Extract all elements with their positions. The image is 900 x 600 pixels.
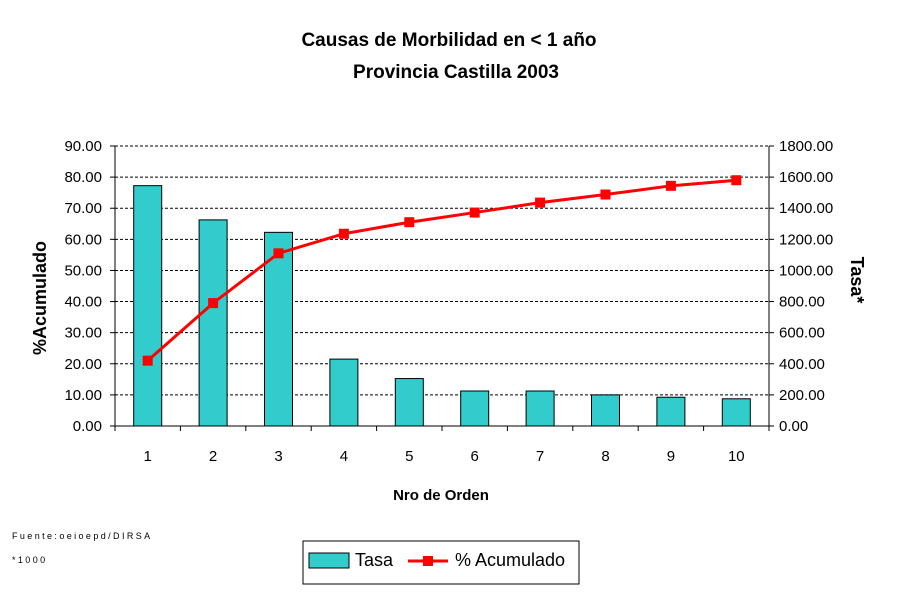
bar-tasa-9 — [656, 396, 686, 427]
marker-acumulado-9 — [665, 180, 676, 191]
x-tick-label: 6 — [471, 448, 479, 465]
line-series-acumulado — [142, 175, 742, 366]
bar-tasa-2 — [198, 219, 228, 427]
x-tick-label: 10 — [728, 448, 745, 465]
x-tick-label: 1 — [144, 448, 152, 465]
bar-tasa-1 — [133, 185, 163, 427]
x-tick-label: 4 — [340, 448, 348, 465]
marker-acumulado-6 — [469, 207, 480, 218]
bar-tasa-10 — [721, 398, 751, 427]
right-tick-label: 200.00 — [779, 387, 825, 404]
x-tick-label: 5 — [405, 448, 413, 465]
marker-acumulado-5 — [404, 217, 415, 228]
right-tick-label: 800.00 — [779, 294, 825, 311]
x-axis-title: Nro de Orden — [393, 487, 489, 504]
right-axis-ticks: 0.00 200.00 400.00 600.00 800.00 1000.00 1200.… — [769, 138, 833, 435]
bar-series-tasa — [133, 185, 751, 427]
marker-acumulado-2 — [208, 298, 219, 309]
left-tick-label: 40.00 — [64, 294, 102, 311]
right-tick-label: 400.00 — [779, 356, 825, 373]
right-tick-label: 1400.00 — [779, 200, 833, 217]
marker-acumulado-8 — [600, 189, 611, 200]
x-tick-label: 8 — [601, 448, 609, 465]
right-tick-label: 1800.00 — [779, 138, 833, 155]
left-axis-ticks: 0.00 10.00 20.00 30.00 40.00 50.00 60.00 70.00 8… — [64, 138, 115, 435]
left-tick-label: 90.00 — [64, 138, 102, 155]
right-tick-label: 1200.00 — [779, 231, 833, 248]
marker-acumulado-1 — [142, 355, 153, 366]
chart-subtitle: Provincia Castilla 2003 — [353, 62, 559, 83]
left-tick-label: 10.00 — [64, 387, 102, 404]
right-tick-label: 0.00 — [779, 418, 808, 435]
x-axis-ticks: 1 2 3 4 5 6 7 8 9 10 — [114, 426, 770, 465]
marker-acumulado-3 — [273, 248, 284, 259]
gridlines — [115, 145, 769, 396]
bar-tasa-8 — [591, 394, 620, 427]
left-tick-label: 60.00 — [64, 231, 102, 248]
bar-tasa-7 — [525, 390, 555, 427]
x-tick-label: 9 — [667, 448, 675, 465]
marker-acumulado-4 — [338, 228, 349, 239]
left-tick-label: 70.00 — [64, 200, 102, 217]
x-tick-label: 2 — [209, 448, 217, 465]
left-axis-title: %Acumulado — [30, 241, 50, 355]
chart-title: Causas de Morbilidad en < 1 año — [301, 30, 596, 51]
left-tick-label: 0.00 — [73, 418, 102, 435]
legend-swatch-tasa — [308, 552, 350, 569]
bar-tasa-5 — [394, 378, 424, 427]
right-axis-title: Tasa* — [847, 257, 867, 304]
left-tick-label: 50.00 — [64, 262, 102, 279]
source-note: Fuente:oeioepd/DIRSA — [12, 531, 153, 541]
right-tick-label: 600.00 — [779, 325, 825, 342]
bar-tasa-4 — [329, 358, 359, 427]
left-tick-label: 30.00 — [64, 325, 102, 342]
right-tick-label: 1000.00 — [779, 262, 833, 279]
x-tick-label: 7 — [536, 448, 544, 465]
legend: Tasa % Acumulado — [302, 540, 580, 585]
bar-tasa-6 — [460, 390, 490, 427]
x-tick-label: 3 — [274, 448, 282, 465]
marker-acumulado-7 — [535, 197, 546, 208]
marker-acumulado-10 — [731, 175, 742, 186]
legend-label-acumulado: % Acumulado — [455, 550, 565, 570]
legend-marker-acumulado — [423, 556, 433, 566]
left-tick-label: 80.00 — [64, 169, 102, 186]
left-tick-label: 20.00 — [64, 356, 102, 373]
line-acumulado — [146, 178, 737, 362]
scale-note: *1000 — [12, 555, 48, 565]
legend-label-tasa: Tasa — [355, 550, 394, 570]
right-tick-label: 1600.00 — [779, 169, 833, 186]
